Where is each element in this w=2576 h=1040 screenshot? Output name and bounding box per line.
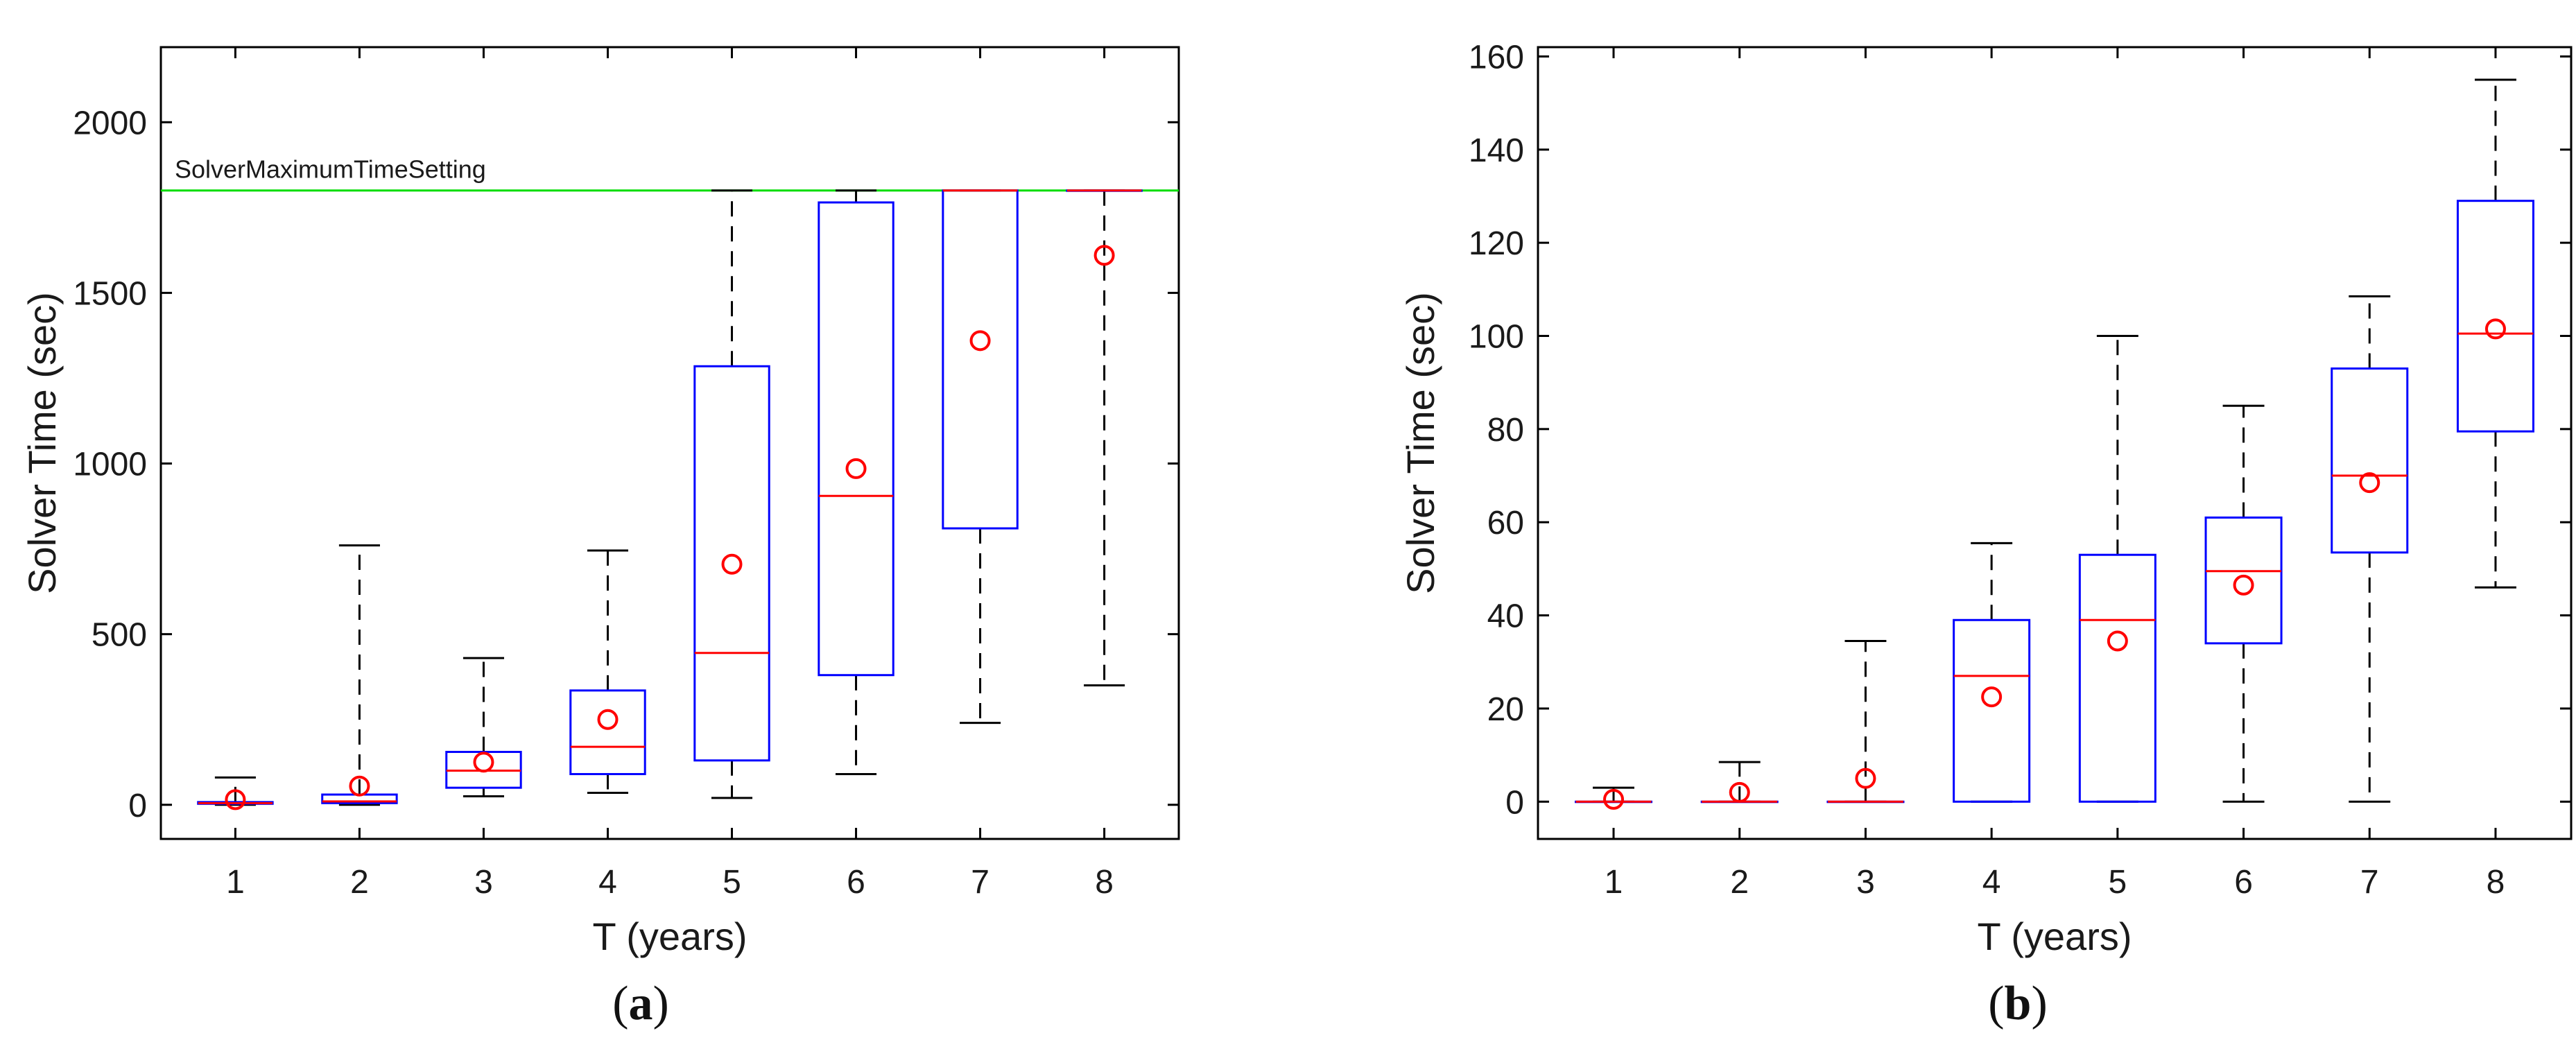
panel-b-y-tick-label: 60 <box>1487 505 1524 541</box>
panel-b-y-tick-label: 0 <box>1505 784 1524 821</box>
panel-b-x-tick-label: 7 <box>2360 864 2379 901</box>
panel-a-y-tick-label: 1000 <box>73 447 147 483</box>
boxplot-b-3 <box>1826 640 1905 804</box>
iqr-box <box>818 201 894 677</box>
boxplot-b-8 <box>2456 78 2534 589</box>
panel-b-caption-letter: b <box>2005 977 2032 1030</box>
panel-b-y-tick-label: 140 <box>1469 132 1524 169</box>
panel-a-axes-frame <box>159 46 1180 840</box>
panel-a-y-tick-label: 0 <box>128 788 147 824</box>
panel-a-y-tick-label: 2000 <box>73 105 147 141</box>
boxplot-a-7 <box>942 189 1019 725</box>
mean-marker <box>2233 574 2254 596</box>
mean-marker <box>969 330 991 352</box>
panel-b-y-tick-label: 80 <box>1487 412 1524 449</box>
panel-a-x-tick-label: 3 <box>474 864 493 901</box>
boxplot-a-8 <box>1066 189 1143 686</box>
panel-b-axes-frame <box>1537 46 2573 840</box>
boxplot-b-5 <box>2078 334 2156 803</box>
boxplot-b-1 <box>1575 786 1653 810</box>
boxplot-b-2 <box>1700 761 1779 804</box>
iqr-box <box>2204 516 2283 645</box>
iqr-box <box>2456 200 2534 433</box>
mean-marker <box>225 789 246 811</box>
boxplot-b-7 <box>2331 295 2409 803</box>
mean-marker <box>845 458 867 479</box>
panel-b-x-tick-label: 3 <box>1856 864 1875 901</box>
panel-a-y-axis-label: Solver Time (sec) <box>20 292 64 594</box>
panel-b-x-tick-label: 5 <box>2109 864 2127 901</box>
panel-b-boxplots <box>1575 78 2534 810</box>
iqr-box <box>1953 618 2031 803</box>
iqr-box <box>569 689 646 775</box>
mean-marker <box>1093 245 1115 266</box>
panel-b-x-tick-label: 4 <box>1982 864 2001 901</box>
panel-b-y-axis-label: Solver Time (sec) <box>1399 292 1442 594</box>
mean-marker <box>1981 686 2003 708</box>
panel-b-x-tick-label: 1 <box>1605 864 1623 901</box>
panel-b-ticks: 0 20 40 60 80 100 120 140 160 1 2 3 4 5 6 7 8 <box>1469 39 2571 901</box>
mean-marker <box>2484 318 2506 340</box>
mean-marker <box>2107 630 2128 652</box>
boxplot-a-1 <box>197 776 274 811</box>
iqr-box <box>2078 553 2156 803</box>
panel-b-x-tick-label: 8 <box>2487 864 2505 901</box>
panel-b-x-tick-label: 2 <box>1730 864 1749 901</box>
panel-b-y-tick-label: 40 <box>1487 598 1524 635</box>
mean-marker <box>473 752 494 773</box>
boxplot-a-2 <box>321 544 398 806</box>
mean-marker <box>1729 781 1750 803</box>
panel-a-caption: (a) <box>612 977 669 1030</box>
panel-a-x-tick-label: 6 <box>847 864 865 901</box>
panel-a-boxplots <box>197 189 1143 811</box>
panel-b-caption: (b) <box>1988 977 2048 1030</box>
panel-a-x-tick-label: 1 <box>226 864 245 901</box>
boxplot-a-3 <box>445 657 522 797</box>
iqr-box <box>693 365 770 762</box>
panel-b-y-tick-label: 20 <box>1487 691 1524 728</box>
panel-a-x-tick-label: 2 <box>350 864 369 901</box>
panel-a-ticks: 0 500 1000 1500 2000 1 2 3 4 5 6 7 8 <box>73 47 1179 901</box>
boxplot-b-6 <box>2204 404 2283 803</box>
iqr-box <box>2331 367 2409 554</box>
mean-marker <box>349 775 370 797</box>
boxplot-a-6 <box>818 189 894 775</box>
panel-b-y-tick-label: 100 <box>1469 318 1524 355</box>
panel-a: 0 500 1000 1500 2000 1 2 3 4 5 6 7 8 SolverMaximumTi… <box>20 46 1180 1030</box>
panel-a-x-axis-label: T (years) <box>593 915 747 958</box>
boxplot-a-4 <box>569 549 646 795</box>
mean-marker <box>721 553 743 575</box>
panel-a-y-tick-label: 1500 <box>73 275 147 312</box>
panel-b-y-tick-label: 120 <box>1469 225 1524 262</box>
panel-a-x-tick-label: 5 <box>723 864 741 901</box>
panel-b-x-axis-label: T (years) <box>1978 915 2132 958</box>
panel-b-x-tick-label: 6 <box>2234 864 2253 901</box>
panel-a-caption-letter: a <box>629 977 653 1030</box>
panel-a-x-tick-label: 7 <box>971 864 989 901</box>
panel-b-y-tick-label: 160 <box>1469 39 1524 76</box>
panel-a-x-tick-label: 4 <box>598 864 617 901</box>
mean-marker <box>2359 472 2380 494</box>
reference-line-label: SolverMaximumTimeSetting <box>175 155 486 184</box>
mean-marker <box>1855 768 1876 789</box>
panel-a-x-tick-label: 8 <box>1095 864 1114 901</box>
boxplot-b-4 <box>1953 541 2031 803</box>
mean-marker <box>1603 788 1625 810</box>
mean-marker <box>597 709 619 730</box>
panel-a-y-tick-label: 500 <box>92 617 147 654</box>
boxplot-a-5 <box>693 189 770 799</box>
